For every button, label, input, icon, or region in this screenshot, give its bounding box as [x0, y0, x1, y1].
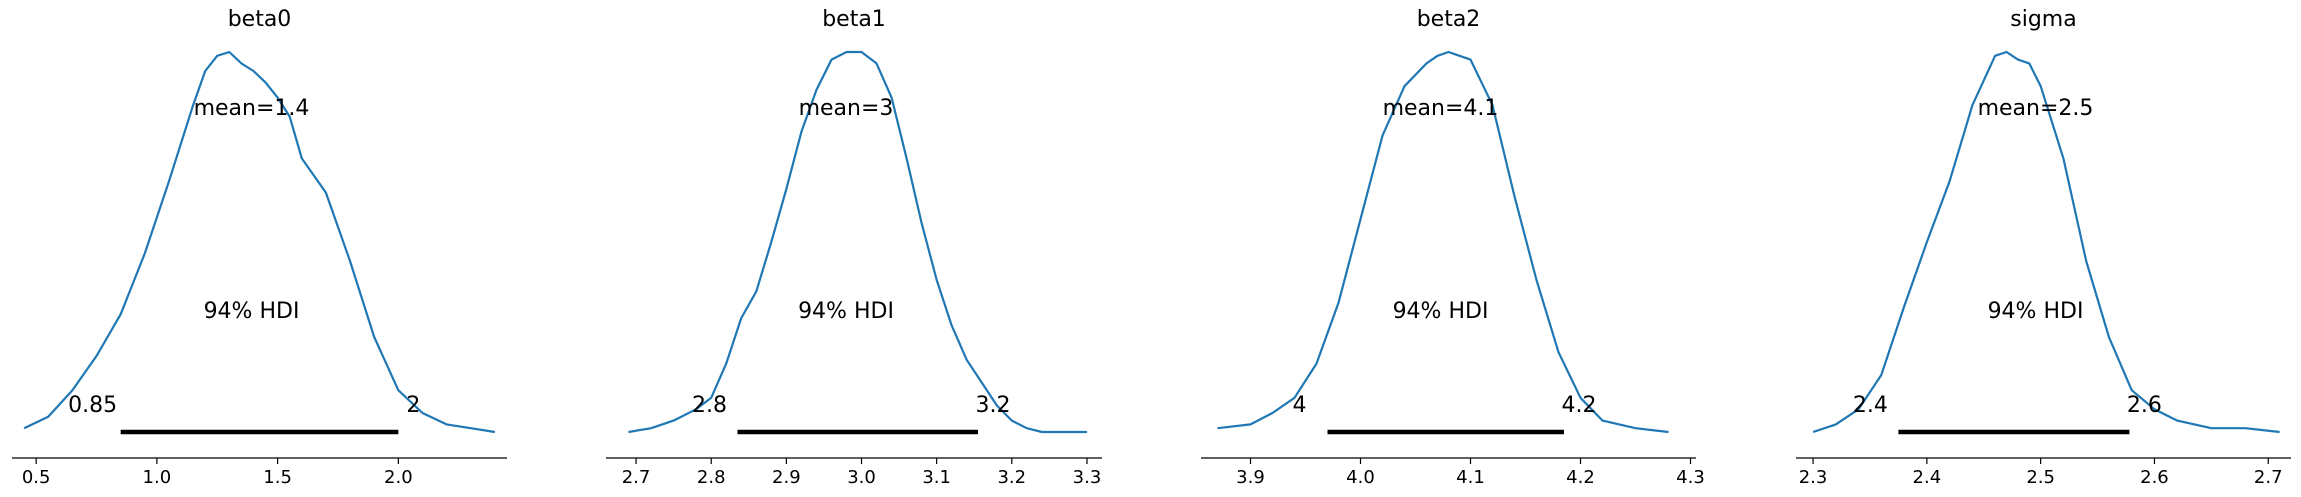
panel-beta1: beta1 mean=3 94% HDI 2.8 3.2 2.7 2.8 2.9 3.0 3.1 3… — [606, 7, 1102, 488]
x-tick-label: 3.9 — [1236, 467, 1265, 488]
x-tick-label: 1.5 — [263, 467, 292, 488]
x-tick-label: 3.1 — [922, 467, 951, 488]
hdi-low-label: 2.4 — [1853, 393, 1888, 418]
x-tick-label: 3.3 — [1073, 467, 1102, 488]
hdi-label: 94% HDI — [1393, 299, 1489, 324]
hdi-low-label: 4 — [1293, 393, 1307, 418]
x-tick-label: 2.8 — [697, 467, 726, 488]
panel-beta0: beta0 mean=1.4 94% HDI 0.85 2 0.5 1.0 1.5 2.0 — [12, 7, 507, 488]
x-tick-label: 3.2 — [997, 467, 1026, 488]
x-tick-label: 2.5 — [2026, 467, 2055, 488]
x-tick-label: 2.9 — [772, 467, 801, 488]
hdi-high-label: 3.2 — [976, 393, 1011, 418]
x-tick-label: 4.3 — [1676, 467, 1705, 488]
hdi-label: 94% HDI — [798, 299, 894, 324]
mean-label: mean=3 — [799, 96, 894, 121]
panel-title: sigma — [2010, 7, 2076, 32]
x-tick-label: 4.1 — [1456, 467, 1485, 488]
hdi-high-label: 2 — [406, 393, 420, 418]
x-tick-label: 0.5 — [22, 467, 51, 488]
density-curve — [23, 50, 496, 434]
panel-beta2: beta2 mean=4.1 94% HDI 4 4.2 3.9 4.0 4.1 4.2 4.3 — [1201, 7, 1705, 488]
x-tick-label: 4.0 — [1346, 467, 1375, 488]
hdi-label: 94% HDI — [204, 299, 300, 324]
panel-title: beta1 — [822, 7, 886, 32]
density-curve — [1217, 50, 1669, 434]
hdi-high-label: 2.6 — [2127, 393, 2162, 418]
x-tick-label: 2.6 — [2140, 467, 2169, 488]
hdi-low-label: 2.8 — [692, 393, 727, 418]
x-tick-label: 1.0 — [143, 467, 172, 488]
x-tick-label: 4.2 — [1566, 467, 1595, 488]
mean-label: mean=1.4 — [194, 96, 310, 121]
mean-label: mean=2.5 — [1978, 96, 2094, 121]
x-tick-label: 2.7 — [2254, 467, 2283, 488]
x-tick-label: 2.4 — [1913, 467, 1942, 488]
x-tick-label: 3.0 — [847, 467, 876, 488]
panel-title: beta2 — [1417, 7, 1481, 32]
hdi-low-label: 0.85 — [68, 393, 117, 418]
x-tick-label: 2.3 — [1799, 467, 1828, 488]
hdi-label: 94% HDI — [1988, 299, 2084, 324]
density-curve — [628, 50, 1087, 434]
panel-sigma: sigma mean=2.5 94% HDI 2.4 2.6 2.3 2.4 2.5 2.6 2.… — [1796, 7, 2291, 488]
x-tick-label: 2.7 — [622, 467, 651, 488]
density-curve — [1812, 50, 2280, 434]
x-tick-label: 2.0 — [384, 467, 413, 488]
mean-label: mean=4.1 — [1383, 96, 1499, 121]
panel-title: beta0 — [228, 7, 292, 32]
hdi-high-label: 4.2 — [1562, 393, 1597, 418]
